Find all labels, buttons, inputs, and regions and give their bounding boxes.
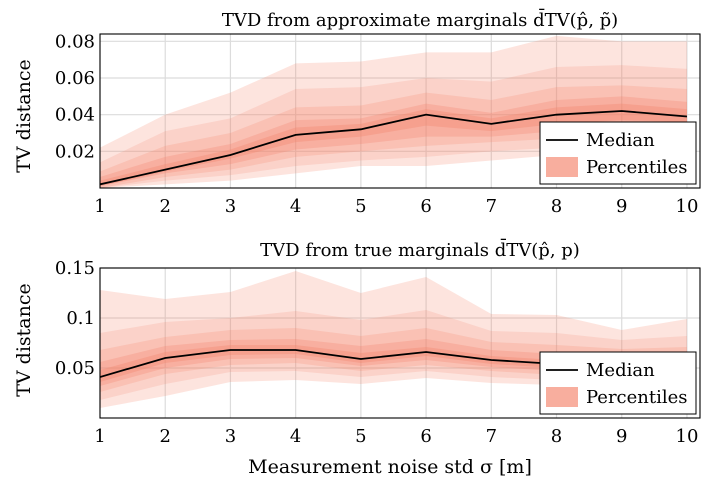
percentile-band-5	[100, 345, 687, 382]
legend: Median Percentiles	[539, 121, 697, 185]
x-tick-label: 6	[420, 426, 431, 447]
panel-title: TVD from approximate marginals d̄TV(p̂, …	[222, 7, 618, 31]
legend-percentiles-label: Percentiles	[586, 387, 688, 408]
x-tick-label: 1	[94, 196, 105, 217]
legend-median-label: Median	[586, 130, 655, 151]
median-line	[100, 110, 688, 186]
panel-true-marginals: TVD from true marginals d̄TV(p̂, p) TV d…	[13, 237, 701, 478]
x-tick-label: 2	[159, 426, 170, 447]
x-tick-label: 3	[225, 196, 236, 217]
percentile-band-3	[100, 328, 687, 392]
percentile-band-2	[100, 65, 687, 188]
axes-frame	[99, 267, 701, 419]
y-tick-label: 0.15	[55, 258, 95, 279]
x-tick-label: 4	[290, 426, 301, 447]
x-tick-label: 3	[225, 426, 236, 447]
x-tick-label: 2	[159, 196, 170, 217]
x-tick-label: 9	[616, 196, 627, 217]
legend-median-label: Median	[586, 360, 655, 381]
y-tick-label: 0.08	[55, 31, 95, 52]
x-tick-label: 9	[616, 426, 627, 447]
axes-frame	[99, 33, 701, 189]
x-tick-label: 10	[676, 196, 699, 217]
y-tick-label: 0.02	[55, 141, 95, 162]
y-tick-label: 0.05	[55, 358, 95, 379]
x-tick-label: 7	[486, 426, 497, 447]
y-axis-label: TV distance	[13, 59, 35, 173]
panel-title: TVD from true marginals d̄TV(p̂, p)	[260, 237, 580, 261]
y-tick-label: 0.1	[66, 308, 95, 329]
y-axis-label: TV distance	[13, 283, 35, 397]
y-tick-label: 0.06	[55, 68, 95, 89]
x-tick-label: 6	[420, 196, 431, 217]
x-tick-label: 5	[355, 426, 366, 447]
legend: Median Percentiles	[539, 351, 697, 415]
panel-approximate-marginals: TVD from approximate marginals d̄TV(p̂, …	[13, 7, 701, 217]
x-tick-label: 1	[94, 426, 105, 447]
legend-percentiles-swatch	[546, 157, 578, 177]
x-axis-label: Measurement noise std σ [m]	[248, 456, 532, 478]
legend-percentiles-swatch	[546, 387, 578, 407]
x-tick-label: 8	[551, 426, 562, 447]
x-tick-label: 7	[486, 196, 497, 217]
percentile-band-4	[100, 96, 687, 187]
x-tick-label: 5	[355, 196, 366, 217]
x-tick-label: 4	[290, 196, 301, 217]
x-tick-label: 8	[551, 196, 562, 217]
x-tick-label: 10	[676, 426, 699, 447]
percentile-band-3	[100, 85, 687, 188]
y-tick-label: 0.04	[55, 105, 95, 126]
legend-percentiles-label: Percentiles	[586, 157, 688, 178]
